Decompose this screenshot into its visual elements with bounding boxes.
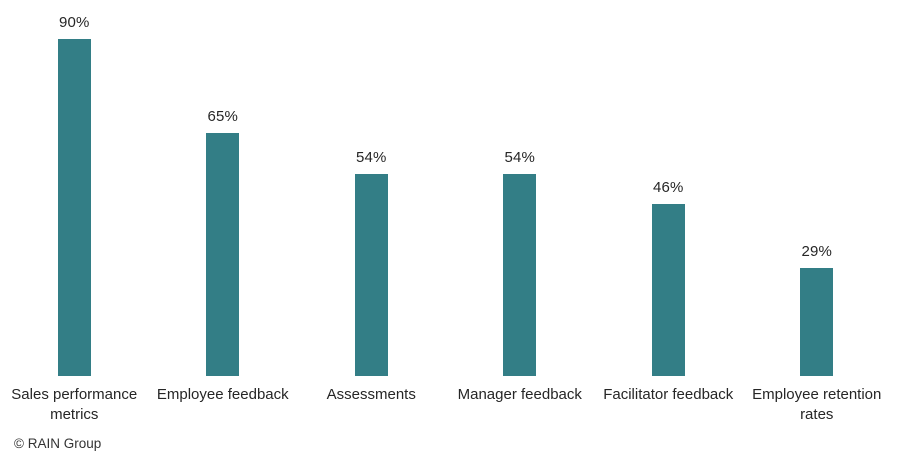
bar: [354, 174, 388, 376]
category-label: Employee retention rates: [752, 386, 882, 423]
copyright-text: © RAIN Group: [14, 436, 102, 451]
bar-column: 65% Employee feedback: [149, 0, 298, 425]
bar-value-label: 54%: [355, 149, 387, 166]
category-label: Manager feedback: [457, 386, 582, 403]
bar-value-label: 65%: [207, 108, 239, 125]
bar-column: 90% Sales performance metrics: [0, 0, 149, 425]
plot-cell: 29%: [800, 0, 834, 376]
bar-column: 29% Employee retention rates: [743, 0, 892, 425]
plot-cell: 90%: [57, 0, 91, 376]
plot-cell: 46%: [651, 0, 685, 376]
bar-value-label: 29%: [801, 243, 833, 260]
bar-column: 54% Manager feedback: [446, 0, 595, 425]
bar: [800, 268, 834, 376]
bar: [206, 133, 240, 376]
bar: [651, 204, 685, 376]
bar-value-label: 54%: [504, 149, 536, 166]
plot-cell: 54%: [503, 0, 537, 376]
bar: [57, 39, 91, 376]
bar-value-label: 90%: [58, 14, 90, 31]
plot-cell: 65%: [206, 0, 240, 376]
bar-column: 46% Facilitator feedback: [594, 0, 743, 425]
bar-chart: 90% Sales performance metrics 65% Employee …: [0, 0, 892, 425]
plot-cell: 54%: [354, 0, 388, 376]
category-label: Employee feedback: [156, 386, 289, 403]
category-label: Facilitator feedback: [603, 386, 734, 403]
category-label: Assessments: [326, 386, 416, 403]
bar-column: 54% Assessments: [297, 0, 446, 425]
category-label: Sales performance metrics: [11, 386, 138, 423]
bar: [503, 174, 537, 376]
bar-value-label: 46%: [652, 179, 684, 196]
